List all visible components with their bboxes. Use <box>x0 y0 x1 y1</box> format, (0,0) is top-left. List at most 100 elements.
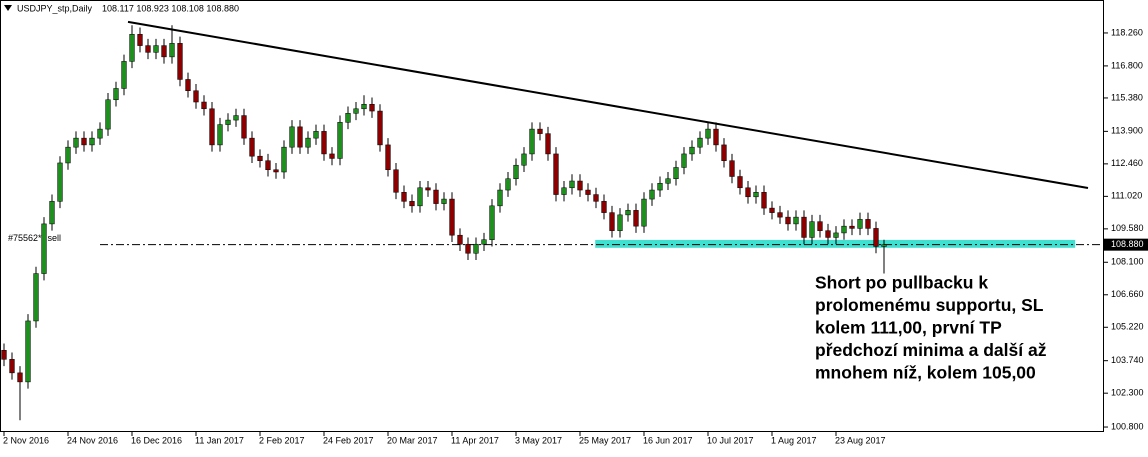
candle-body <box>233 115 239 121</box>
candle-body <box>169 43 175 58</box>
candle-body <box>297 126 303 148</box>
candle-body <box>361 104 367 110</box>
candle-body <box>441 198 447 204</box>
candle-body <box>569 180 575 189</box>
candle-body <box>713 128 719 146</box>
candle-body <box>465 243 471 254</box>
candle-body <box>1 350 7 360</box>
candle-body <box>225 119 231 125</box>
candle-body <box>417 187 423 207</box>
candle-body <box>393 169 399 193</box>
x-tick-label: 24 Feb 2017 <box>323 435 374 445</box>
candle-body <box>473 243 479 254</box>
candle-body <box>241 115 247 139</box>
candle-body <box>577 180 583 191</box>
candle-body <box>217 124 223 146</box>
candle-body <box>657 183 663 191</box>
candle-body <box>41 223 47 274</box>
candle-body <box>289 126 295 148</box>
candle-body <box>73 137 79 148</box>
y-tick-label: 113.900 <box>1111 126 1143 136</box>
candle-body <box>433 189 439 204</box>
candle-body <box>593 194 599 202</box>
candle-body <box>209 108 215 146</box>
candle-body <box>785 216 791 225</box>
candle-body <box>153 45 159 53</box>
candle-body <box>689 146 695 155</box>
x-tick-label: 20 Mar 2017 <box>387 435 438 445</box>
candle-body <box>873 228 879 247</box>
candle-body <box>329 153 335 159</box>
x-tick-label: 10 Jul 2017 <box>707 435 754 445</box>
x-tick-label: 11 Apr 2017 <box>451 435 499 445</box>
candle-body <box>681 153 687 168</box>
y-tick-label: 103.740 <box>1111 355 1144 365</box>
annotation-line: mnohem níž, kolem 105,00 <box>815 363 1036 383</box>
candle-body <box>265 160 271 170</box>
header-icon <box>4 5 12 11</box>
candle-body <box>841 225 847 234</box>
candle-body <box>385 144 391 170</box>
candle-body <box>553 153 559 195</box>
candle-body <box>649 189 655 200</box>
chart-title: USDJPY_stp,Daily <box>17 3 93 13</box>
candle-body <box>177 43 183 80</box>
candle-body <box>793 216 799 225</box>
candle-body <box>497 189 503 207</box>
candle-body <box>865 219 871 229</box>
candle-body <box>801 216 807 238</box>
candle-body <box>705 128 711 139</box>
support-zone <box>595 239 1076 248</box>
candle-body <box>89 137 95 146</box>
candle-body <box>513 164 519 180</box>
candle-body <box>449 198 455 236</box>
y-tick-label: 112.460 <box>1111 158 1143 168</box>
x-tick-label: 2 Feb 2017 <box>259 435 305 445</box>
candle-body <box>257 155 263 161</box>
annotation-line: Short po pullbacku k <box>815 273 988 293</box>
y-tick-label: 118.260 <box>1111 27 1143 37</box>
candle-body <box>185 79 191 91</box>
candle-body <box>641 198 647 227</box>
y-tick-label: 102.300 <box>1111 388 1144 398</box>
price-tag <box>1104 238 1148 251</box>
x-tick-label: 3 May 2017 <box>515 435 562 445</box>
candle-body <box>57 162 63 202</box>
price-tag-label: 108.880 <box>1111 239 1144 249</box>
candle-body <box>561 187 567 195</box>
candle-body <box>761 192 767 209</box>
annotation-line: předchozí minima a další až <box>815 340 1047 360</box>
candle-body <box>881 244 887 247</box>
candle-body <box>809 221 815 238</box>
candle-body <box>609 212 615 231</box>
candle-body <box>617 214 623 231</box>
candle-body <box>201 101 207 110</box>
candle-body <box>529 128 535 155</box>
candle-body <box>489 205 495 240</box>
x-tick-label: 2 Nov 2016 <box>3 435 49 445</box>
candle-body <box>81 137 87 146</box>
y-tick-label: 108.100 <box>1111 257 1144 267</box>
candle-body <box>769 207 775 213</box>
order-label: #75562** sell <box>8 233 61 243</box>
candle-body <box>633 210 639 227</box>
candle-body <box>33 273 39 322</box>
candle-body <box>737 176 743 189</box>
plot-frame <box>0 0 1104 432</box>
candle-body <box>121 61 127 89</box>
x-tick-label: 23 Aug 2017 <box>835 435 886 445</box>
candle-body <box>849 225 855 229</box>
y-tick-label: 116.800 <box>1111 60 1143 70</box>
candle-body <box>193 90 199 103</box>
candle-body <box>409 201 415 207</box>
candle-body <box>345 113 351 123</box>
x-tick-label: 24 Nov 2016 <box>67 435 118 445</box>
candle-body <box>313 131 319 139</box>
candle-body <box>665 178 671 184</box>
candle-body <box>753 192 759 198</box>
candle-body <box>145 45 151 53</box>
candle-body <box>281 146 287 173</box>
candle-body <box>305 137 311 148</box>
